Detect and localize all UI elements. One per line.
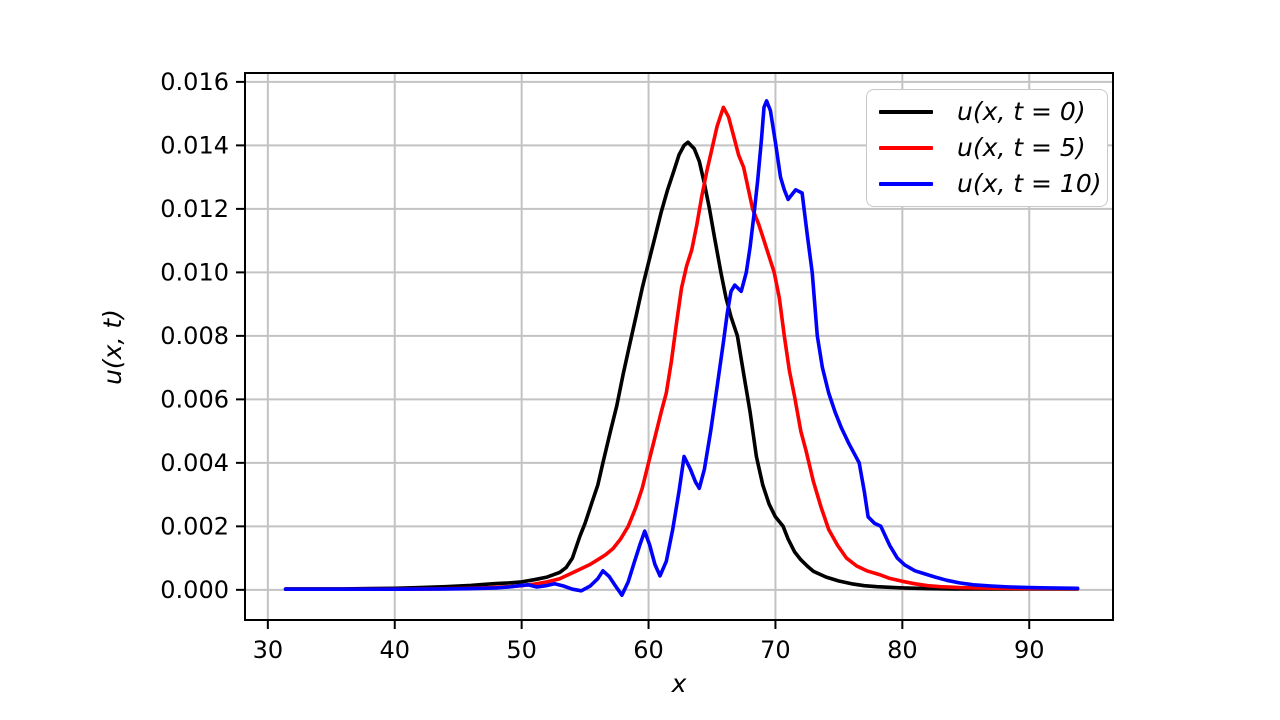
x-tick-label: 60 bbox=[633, 636, 664, 664]
series-line-0 bbox=[283, 140, 1080, 591]
legend-label: u(x, t = 10) bbox=[957, 169, 1102, 199]
y-tick-label: 0.002 bbox=[160, 512, 229, 540]
legend-label: u(x, t = 5) bbox=[957, 133, 1086, 163]
y-tick-label: 0.000 bbox=[160, 576, 229, 604]
series-line-1 bbox=[283, 105, 1080, 591]
legend-line-red bbox=[879, 146, 933, 150]
x-tick-label: 40 bbox=[379, 636, 410, 664]
y-tick-label: 0.016 bbox=[160, 68, 229, 96]
x-tick-label: 80 bbox=[887, 636, 918, 664]
y-tick-label: 0.006 bbox=[160, 385, 229, 413]
y-tick-label: 0.012 bbox=[160, 195, 229, 223]
plot-frame bbox=[244, 72, 1114, 621]
y-tick-label: 0.010 bbox=[160, 258, 229, 286]
x-tick-label: 70 bbox=[760, 636, 791, 664]
y-axis-label: u(x, t) bbox=[98, 309, 127, 385]
x-tick-label: 50 bbox=[506, 636, 537, 664]
legend-line-blue bbox=[879, 182, 933, 186]
legend-item: u(x, t = 10) bbox=[879, 169, 1102, 199]
y-tick-label: 0.008 bbox=[160, 322, 229, 350]
x-tick-label: 30 bbox=[253, 636, 284, 664]
x-tick-label: 90 bbox=[1014, 636, 1045, 664]
y-tick-label: 0.004 bbox=[160, 449, 229, 477]
legend-line-black bbox=[879, 110, 933, 114]
legend-label: u(x, t = 0) bbox=[957, 97, 1086, 127]
x-axis-label: x bbox=[671, 669, 687, 698]
legend-item: u(x, t = 0) bbox=[879, 98, 1101, 126]
legend: u(x, t = 0) u(x, t = 5) u(x, t = 10) bbox=[866, 89, 1108, 207]
series-line-2 bbox=[283, 99, 1080, 597]
legend-item: u(x, t = 5) bbox=[879, 134, 1101, 162]
y-tick-label: 0.014 bbox=[160, 131, 229, 159]
